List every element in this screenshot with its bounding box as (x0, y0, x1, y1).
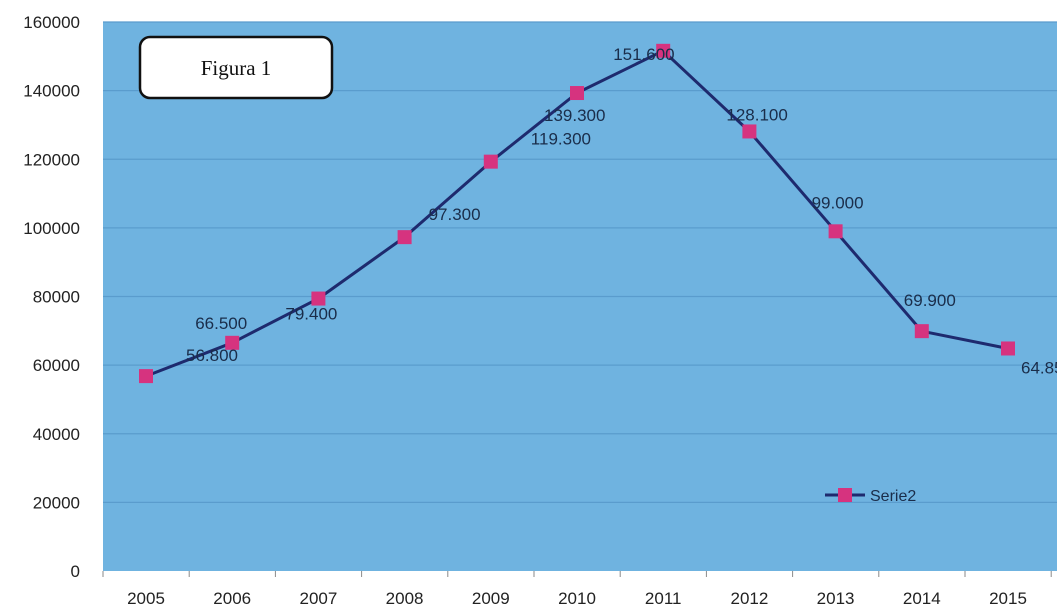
data-point (742, 124, 757, 139)
data-label: 56.800 (186, 346, 238, 365)
data-point (1001, 341, 1015, 356)
y-tick-label: 60000 (33, 356, 80, 375)
data-point (397, 230, 412, 245)
data-label: 128.100 (726, 105, 787, 124)
y-tick-label: 100000 (23, 219, 80, 238)
data-point (139, 369, 153, 384)
x-tick-label: 2009 (472, 589, 510, 608)
data-label: 64.850 (1021, 358, 1057, 377)
legend-label-serie2: Serie2 (870, 488, 916, 505)
data-labels: 56.800 66.500 79.400 97.300 119.300 139.300 15… (186, 45, 1057, 378)
y-tick-label: 120000 (23, 150, 80, 169)
x-tick-label: 2010 (558, 589, 596, 608)
data-point (656, 43, 671, 58)
data-point (914, 324, 929, 339)
x-tick-label: 2006 (213, 589, 251, 608)
series-markers (139, 43, 1015, 384)
x-tick-label: 2007 (299, 589, 337, 608)
data-label: 66.500 (195, 314, 247, 333)
title-box: Figura 1 (138, 35, 334, 100)
legend-marker-icon (838, 488, 852, 502)
y-tick-label: 40000 (33, 425, 80, 444)
data-label: 151.600 (613, 45, 674, 64)
y-tick-label: 20000 (33, 493, 80, 512)
y-tick-label: 80000 (33, 288, 80, 307)
x-tick-label: 2014 (903, 589, 941, 608)
x-axis: 2005 2006 2007 2008 2009 2010 2011 2012 2013 2014… (127, 589, 1027, 608)
x-tick-label: 2005 (127, 589, 165, 608)
data-label: 79.400 (285, 305, 337, 324)
data-label: 119.300 (531, 130, 591, 149)
legend: Serie2 (825, 488, 916, 505)
x-tick-label: 2012 (730, 589, 768, 608)
x-tick-label: 2011 (645, 589, 682, 608)
gridlines (103, 21, 1057, 503)
chart-title: Figura 1 (201, 56, 272, 80)
data-label: 99.000 (812, 193, 864, 212)
data-point (828, 224, 843, 239)
y-tick-label: 160000 (23, 13, 80, 32)
data-point (311, 291, 326, 306)
data-label: 97.300 (429, 205, 481, 224)
data-point (570, 86, 584, 101)
data-point (483, 154, 498, 169)
data-label: 139.300 (544, 106, 605, 125)
y-axis: 0 20000 40000 60000 80000 100000 120000 140000 1… (23, 13, 80, 581)
x-tick-label: 2008 (386, 589, 424, 608)
x-tick-marks (102, 571, 1052, 577)
y-tick-label: 0 (71, 562, 80, 581)
y-tick-label: 140000 (23, 82, 80, 101)
data-label: 69.900 (904, 291, 956, 310)
x-tick-label: 2015 (989, 589, 1027, 608)
x-tick-label: 2013 (817, 589, 855, 608)
data-point (225, 335, 240, 350)
